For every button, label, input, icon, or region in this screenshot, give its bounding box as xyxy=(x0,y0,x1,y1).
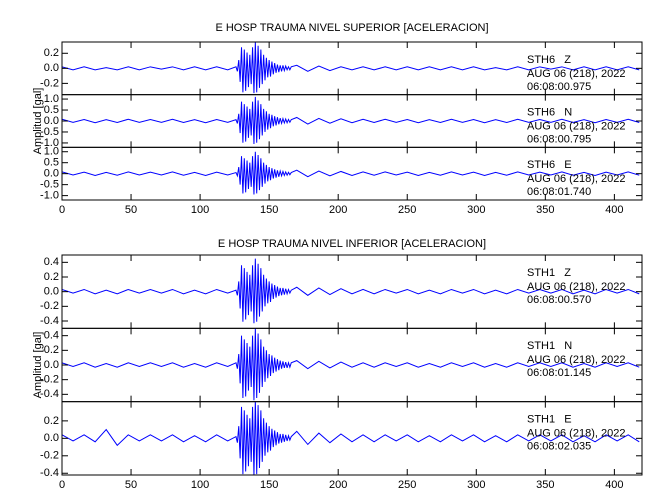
x-tick-label: 400 xyxy=(605,479,623,491)
y-tick-label: -0.2 xyxy=(40,450,59,462)
trace-date: AUG 06 (218), 2022 xyxy=(527,281,625,293)
trace-name: STH1 Z xyxy=(527,267,571,279)
chart-title: E HOSP TRAUMA NIVEL SUPERIOR [ACELERACIO… xyxy=(215,22,488,34)
x-tick-label: 150 xyxy=(260,479,278,491)
y-tick-label: 0.0 xyxy=(44,286,59,298)
trace-time: 06:08:02.035 xyxy=(527,441,591,453)
trace-date: AUG 06 (218), 2022 xyxy=(527,428,625,440)
chart-title: E HOSP TRAUMA NIVEL INFERIOR [ACELERACIO… xyxy=(218,238,486,250)
trace-date: AUG 06 (218), 2022 xyxy=(527,68,625,80)
y-tick-label: -1.0 xyxy=(40,137,59,149)
waveform xyxy=(62,401,640,475)
x-tick-label: 100 xyxy=(191,479,209,491)
x-tick-label: 50 xyxy=(125,204,137,216)
trace-date: AUG 06 (218), 2022 xyxy=(527,354,625,366)
x-tick-label: 300 xyxy=(467,204,485,216)
y-tick-label: -0.2 xyxy=(40,77,59,89)
waveform xyxy=(62,258,640,324)
x-tick-label: 350 xyxy=(536,204,554,216)
y-tick-label: 0.2 xyxy=(44,344,59,356)
waveform xyxy=(62,96,640,145)
x-tick-label: 50 xyxy=(125,479,137,491)
y-axis-label: Amplitud [gal] xyxy=(32,332,44,399)
trace-time: 06:08:01.145 xyxy=(527,367,591,379)
y-tick-label: -0.5 xyxy=(40,126,59,138)
x-tick-label: 0 xyxy=(59,204,65,216)
y-tick-label: 0.0 xyxy=(44,432,59,444)
y-tick-label: -0.2 xyxy=(40,374,59,386)
trace-name: STH1 E xyxy=(527,414,572,426)
y-tick-label: -0.5 xyxy=(40,179,59,191)
x-tick-label: 250 xyxy=(398,204,416,216)
x-tick-label: 350 xyxy=(536,479,554,491)
y-tick-label: -0.4 xyxy=(40,388,59,400)
trace-name: STH6 N xyxy=(527,107,572,119)
trace-time: 06:08:01.740 xyxy=(527,186,591,198)
waveform xyxy=(62,42,640,94)
x-tick-label: 0 xyxy=(59,479,65,491)
y-tick-label: 0.4 xyxy=(44,330,59,342)
y-tick-label: 0.0 xyxy=(44,62,59,74)
x-tick-label: 400 xyxy=(605,204,623,216)
y-tick-label: 0.4 xyxy=(44,256,59,268)
y-tick-label: 0.0 xyxy=(44,115,59,127)
y-tick-label: -0.4 xyxy=(40,315,59,327)
x-tick-label: 200 xyxy=(329,204,347,216)
y-axis-label: Amplitud [gal] xyxy=(32,88,44,155)
trace-name: STH1 N xyxy=(527,340,572,352)
trace-date: AUG 06 (218), 2022 xyxy=(527,121,625,133)
y-tick-label: -0.4 xyxy=(40,467,59,479)
trace-time: 06:08:00.975 xyxy=(527,81,591,93)
y-tick-label: -1.0 xyxy=(40,190,59,202)
y-tick-label: -0.2 xyxy=(40,300,59,312)
trace-name: STH6 E xyxy=(527,159,572,171)
y-tick-label: 1.0 xyxy=(44,146,59,158)
trace-name: STH6 Z xyxy=(527,54,571,66)
y-tick-label: 0.5 xyxy=(44,157,59,169)
y-tick-label: 0.0 xyxy=(44,359,59,371)
waveform xyxy=(62,151,640,195)
trace-time: 06:08:00.795 xyxy=(527,134,591,146)
y-tick-label: 0.2 xyxy=(44,47,59,59)
x-tick-label: 300 xyxy=(467,479,485,491)
waveform xyxy=(62,328,640,401)
trace-time: 06:08:00.570 xyxy=(527,294,591,306)
x-tick-label: 100 xyxy=(191,204,209,216)
x-tick-label: 250 xyxy=(398,479,416,491)
y-tick-label: 0.2 xyxy=(44,415,59,427)
x-tick-label: 150 xyxy=(260,204,278,216)
y-tick-label: 0.0 xyxy=(44,168,59,180)
y-tick-label: 0.2 xyxy=(44,271,59,283)
trace-date: AUG 06 (218), 2022 xyxy=(527,173,625,185)
y-tick-label: 0.5 xyxy=(44,104,59,116)
y-tick-label: 1.0 xyxy=(44,93,59,105)
x-tick-label: 200 xyxy=(329,479,347,491)
